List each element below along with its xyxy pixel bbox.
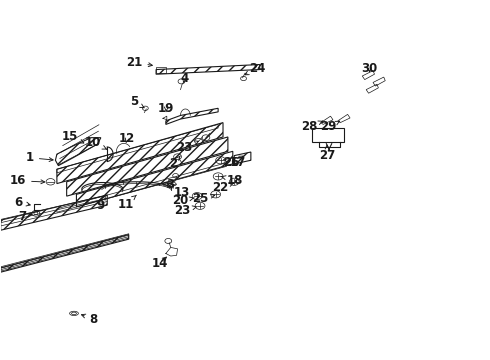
Text: 28: 28 bbox=[301, 121, 323, 134]
Text: 26: 26 bbox=[223, 156, 243, 169]
Text: 23: 23 bbox=[174, 204, 196, 217]
Text: 14: 14 bbox=[151, 257, 168, 270]
Text: 18: 18 bbox=[221, 174, 243, 186]
Text: 3: 3 bbox=[166, 178, 174, 191]
Text: 1: 1 bbox=[26, 151, 53, 164]
Text: 9: 9 bbox=[96, 195, 105, 212]
Text: 7: 7 bbox=[18, 210, 32, 223]
Text: 2: 2 bbox=[170, 156, 180, 170]
Text: 8: 8 bbox=[81, 312, 98, 326]
Text: 15: 15 bbox=[62, 130, 84, 143]
Text: 11: 11 bbox=[117, 195, 136, 211]
Text: 5: 5 bbox=[130, 95, 144, 108]
Text: 27: 27 bbox=[319, 145, 335, 162]
Text: 6: 6 bbox=[14, 196, 30, 209]
Text: 21: 21 bbox=[126, 56, 152, 69]
Text: 19: 19 bbox=[158, 103, 174, 116]
Text: 22: 22 bbox=[212, 181, 234, 194]
Text: 17: 17 bbox=[224, 156, 245, 168]
Text: 20: 20 bbox=[172, 194, 195, 207]
Text: 12: 12 bbox=[119, 132, 135, 145]
Text: 10: 10 bbox=[85, 136, 106, 149]
Text: 23: 23 bbox=[176, 140, 198, 153]
Text: 4: 4 bbox=[180, 72, 189, 85]
Text: 29: 29 bbox=[320, 121, 340, 134]
Text: 16: 16 bbox=[10, 174, 45, 187]
Text: 25: 25 bbox=[192, 192, 215, 205]
Text: 13: 13 bbox=[171, 184, 191, 199]
Text: 24: 24 bbox=[245, 62, 265, 75]
Text: 30: 30 bbox=[362, 62, 378, 75]
